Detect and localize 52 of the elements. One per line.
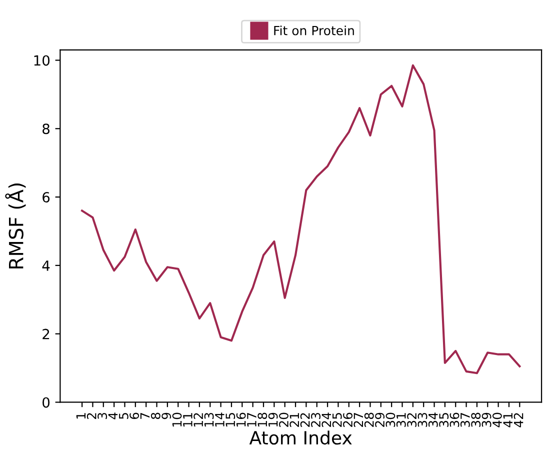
x-tick-label: 23 — [311, 412, 320, 427]
x-tick-label: 19 — [268, 412, 278, 426]
x-tick-label: 10 — [172, 412, 182, 426]
x-tick-label: 34 — [428, 412, 438, 427]
x-tick-label: 30 — [386, 412, 396, 427]
x-tick-label: 37 — [460, 413, 470, 427]
x-tick-label: 3 — [98, 412, 108, 419]
y-tick-label: 10 — [34, 55, 50, 66]
x-tick-label: 40 — [492, 412, 502, 428]
x-tick-label: 12 — [194, 413, 203, 426]
legend-label: Fit on Protein — [274, 26, 354, 36]
x-tick-label: 42 — [514, 413, 524, 428]
x-tick-label: 33 — [418, 412, 428, 427]
y-tick-label: 2 — [42, 328, 50, 340]
x-axis-title: Atom Index — [249, 430, 352, 445]
x-tick-label: 22 — [300, 413, 310, 427]
x-tick-label: 17 — [247, 413, 256, 426]
x-tick-label: 16 — [236, 412, 246, 426]
x-tick-label: 9 — [162, 412, 172, 420]
x-tick-label: 24 — [322, 412, 331, 427]
x-tick-label: 26 — [343, 412, 353, 427]
x-tick-label: 7 — [140, 413, 150, 419]
x-tick-label: 32 — [407, 413, 417, 427]
x-tick-label: 41 — [503, 413, 512, 428]
x-tick-label: 36 — [450, 412, 460, 427]
x-tick-label: 2 — [86, 413, 96, 419]
x-tick-label: 5 — [119, 413, 128, 419]
x-tick-label: 25 — [332, 413, 342, 427]
x-tick-label: 4 — [108, 412, 118, 420]
y-tick-label: 8 — [42, 124, 50, 134]
x-tick-label: 31 — [396, 413, 406, 427]
x-tick-label: 20 — [279, 412, 288, 427]
x-tick-label: 29 — [375, 412, 385, 427]
x-tick-label: 21 — [290, 413, 299, 427]
x-tick-label: 27 — [354, 413, 363, 427]
x-tick-label: 15 — [226, 413, 236, 426]
x-tick-label: 1 — [76, 413, 86, 419]
x-tick-label: 35 — [439, 413, 449, 427]
y-tick-label: 6 — [42, 192, 50, 203]
line-series — [81, 64, 521, 374]
x-tick-label: 13 — [204, 412, 214, 426]
x-tick-label: 6 — [130, 412, 140, 420]
y-tick-label: 4 — [42, 260, 50, 271]
x-tick-label: 38 — [471, 412, 481, 427]
x-tick-label: 28 — [364, 412, 374, 427]
y-tick-label: 0 — [42, 397, 50, 408]
x-tick-label: 11 — [183, 413, 192, 426]
x-tick-label: 8 — [150, 412, 160, 420]
x-tick-label: 14 — [215, 412, 224, 426]
x-tick-label: 39 — [482, 412, 492, 427]
y-axis-title: RMSF (Å) — [5, 184, 26, 268]
x-tick-label: 18 — [258, 412, 268, 426]
